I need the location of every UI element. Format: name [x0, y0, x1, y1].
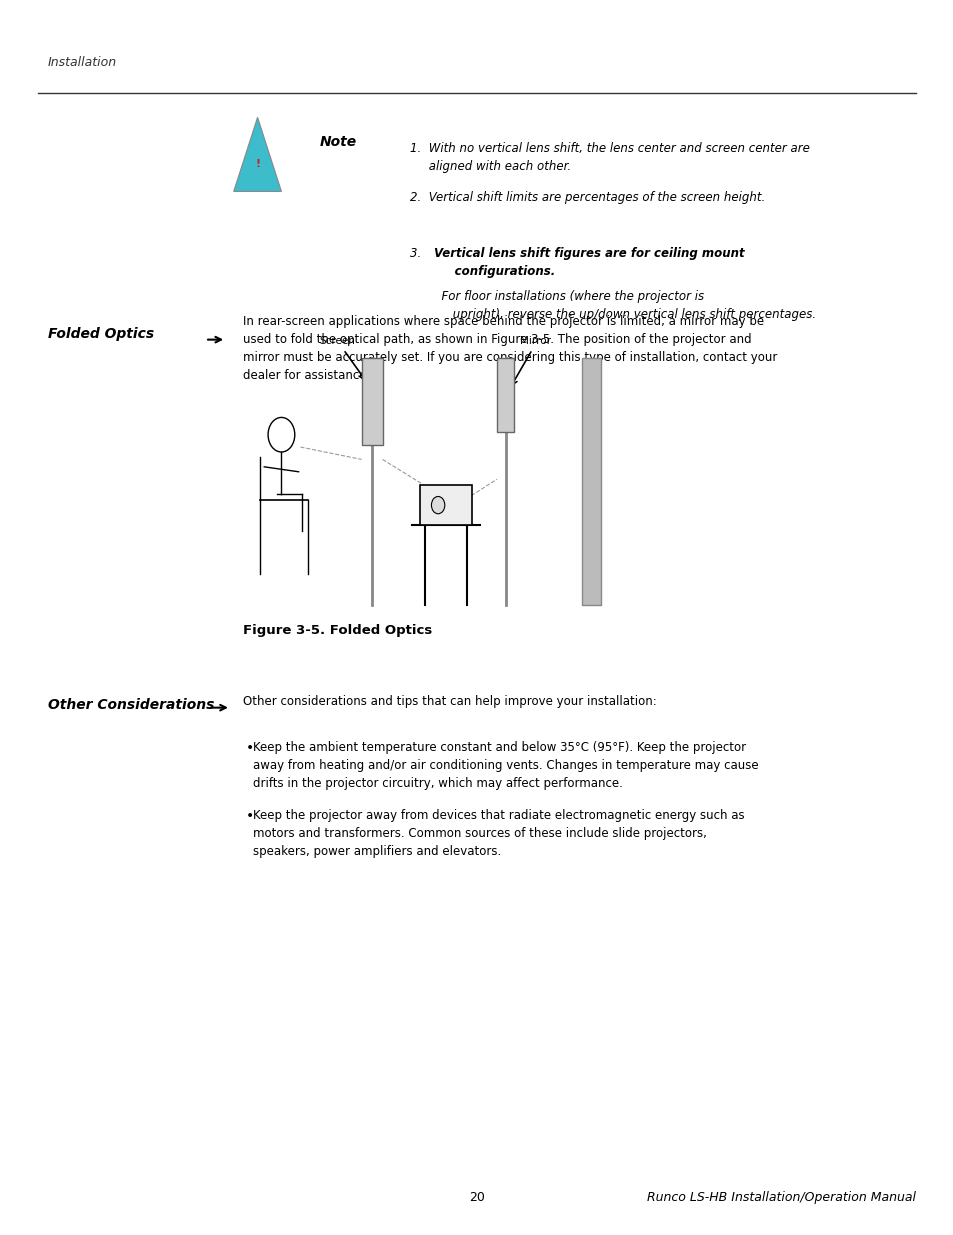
Text: Other Considerations: Other Considerations	[48, 698, 213, 711]
Text: Mirror: Mirror	[519, 336, 550, 346]
Bar	[497, 358, 514, 432]
Text: Installation: Installation	[48, 56, 116, 69]
Text: 2.  Vertical shift limits are percentages of the screen height.: 2. Vertical shift limits are percentages…	[410, 191, 764, 205]
Bar	[361, 358, 382, 445]
Text: In rear-screen applications where space behind the projector is limited, a mirro: In rear-screen applications where space …	[243, 315, 777, 382]
Text: !: !	[254, 159, 260, 169]
Text: •: •	[246, 741, 254, 755]
Text: Vertical lens shift figures are for ceiling mount
     configurations.: Vertical lens shift figures are for ceil…	[434, 247, 744, 278]
Text: 3.: 3.	[410, 247, 429, 261]
Bar	[419, 485, 472, 525]
Text: Note: Note	[319, 135, 356, 149]
Text: Folded Optics: Folded Optics	[48, 327, 153, 341]
Text: Screen: Screen	[319, 336, 355, 346]
Text: Figure 3-5. Folded Optics: Figure 3-5. Folded Optics	[243, 624, 432, 637]
Text: For floor installations (where the projector is
     upright), reverse the up/do: For floor installations (where the proje…	[434, 290, 816, 321]
Text: 1.  With no vertical lens shift, the lens center and screen center are
     alig: 1. With no vertical lens shift, the lens…	[410, 142, 809, 173]
Bar	[581, 358, 600, 605]
Circle shape	[431, 496, 444, 514]
Text: 20: 20	[469, 1191, 484, 1204]
Text: Runco LS-HB Installation/Operation Manual: Runco LS-HB Installation/Operation Manua…	[646, 1191, 915, 1204]
Text: Keep the ambient temperature constant and below 35°C (95°F). Keep the projector
: Keep the ambient temperature constant an…	[253, 741, 758, 790]
Text: Other considerations and tips that can help improve your installation:: Other considerations and tips that can h…	[243, 695, 657, 709]
Text: Keep the projector away from devices that radiate electromagnetic energy such as: Keep the projector away from devices tha…	[253, 809, 743, 858]
Polygon shape	[233, 117, 281, 191]
Text: •: •	[246, 809, 254, 823]
